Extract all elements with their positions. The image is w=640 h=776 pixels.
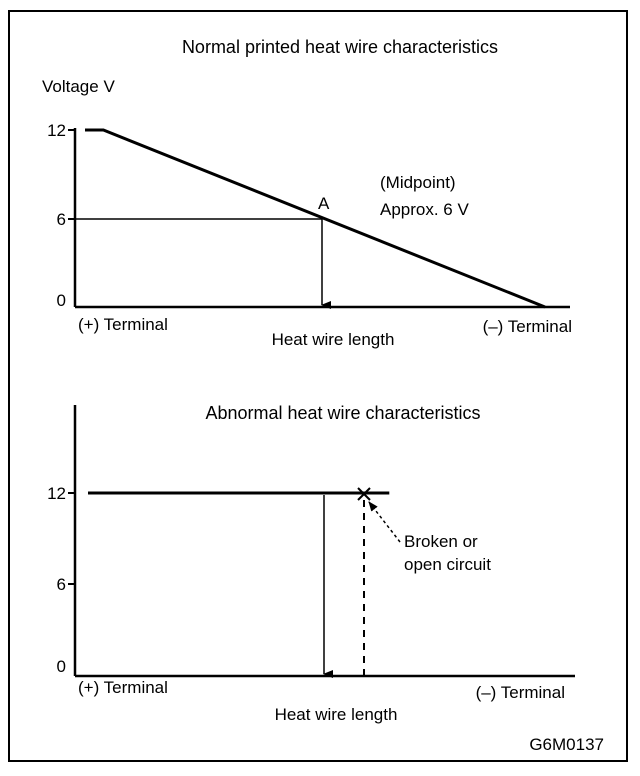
chart-title: Normal printed heat wire characteristics: [182, 37, 498, 57]
chart-title: Abnormal heat wire characteristics: [205, 403, 480, 423]
y-tick-label-12: 12: [47, 121, 66, 140]
point-label-a: A: [318, 194, 330, 213]
y-ticks: 12 6 0: [47, 121, 75, 310]
x-axis-label: Heat wire length: [275, 705, 398, 724]
y-tick-label-0: 0: [57, 291, 66, 310]
break-x-marker: [357, 487, 371, 501]
approx-label: Approx. 6 V: [380, 200, 469, 219]
y-tick-label-6: 6: [57, 210, 66, 229]
series-line: [85, 128, 546, 309]
y-tick-label-12: 12: [47, 484, 66, 503]
x-axis-label: Heat wire length: [272, 330, 395, 349]
figure-frame: [8, 10, 628, 762]
broken-label-line2: open circuit: [404, 555, 491, 574]
figure-code: G6M0137: [529, 735, 604, 754]
y-tick-label-0: 0: [57, 657, 66, 676]
x-end-label: (–) Terminal: [483, 317, 572, 336]
y-tick-label-6: 6: [57, 575, 66, 594]
x-end-label: (–) Terminal: [476, 683, 565, 702]
x-start-label: (+) Terminal: [78, 315, 168, 334]
y-ticks: 12 6 0: [47, 484, 75, 676]
x-start-label: (+) Terminal: [78, 678, 168, 697]
broken-callout-arrow: [368, 501, 401, 543]
midpoint-label: (Midpoint): [380, 173, 456, 192]
broken-label-line1: Broken or: [404, 532, 478, 551]
y-axis-label: Voltage V: [42, 77, 115, 96]
chart-abnormal: Abnormal heat wire characteristics 12 6 …: [47, 403, 575, 724]
chart-normal: Normal printed heat wire characteristics…: [42, 37, 572, 349]
